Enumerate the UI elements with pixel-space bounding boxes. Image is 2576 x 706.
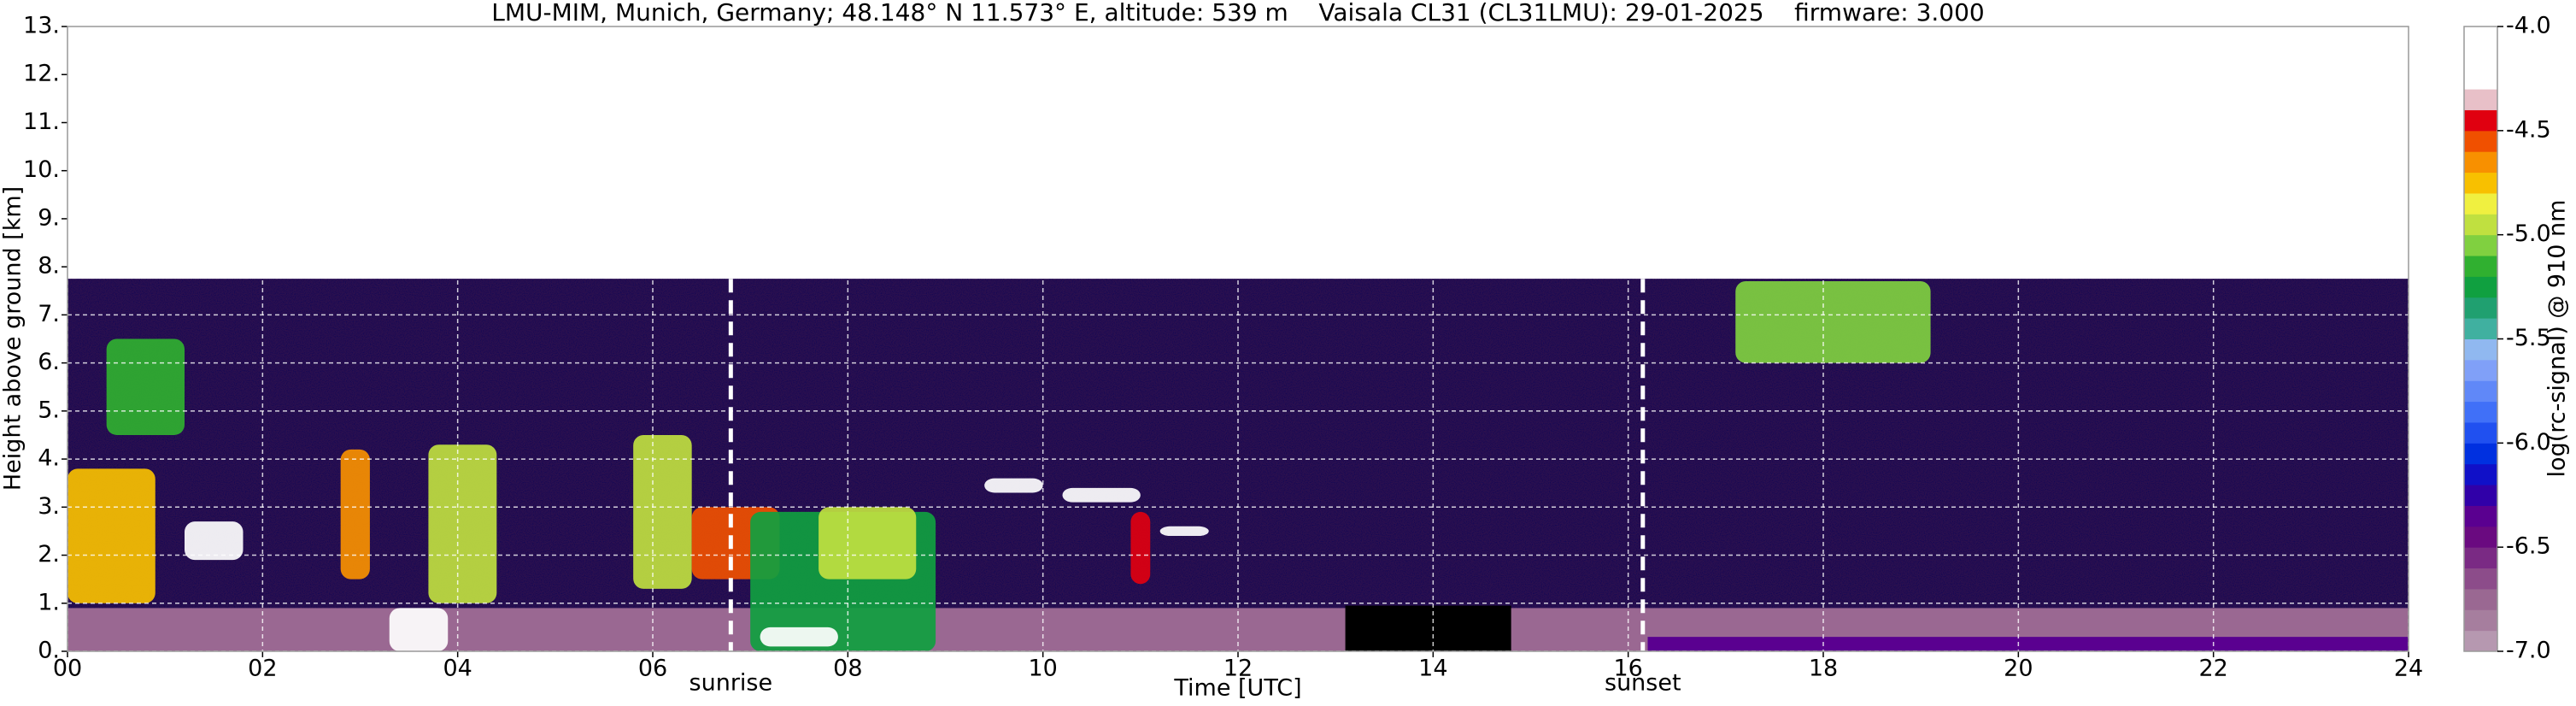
x-tick-label: 06 (638, 656, 667, 682)
x-tick-label: 20 (2004, 656, 2033, 682)
cloud-feature (185, 521, 244, 561)
colorbar-tick-label: -6.0 (2506, 429, 2551, 456)
cloud-feature (633, 434, 692, 589)
x-tick-label: 18 (1809, 656, 1838, 682)
cloud-feature (1735, 281, 1931, 363)
x-tick-label: 12 (1223, 656, 1253, 682)
x-tick-label: 10 (1028, 656, 1057, 682)
plot-frame (67, 26, 2409, 652)
colorbar-band (2464, 380, 2497, 403)
colorbar-tick-label: -5.0 (2506, 221, 2551, 247)
colorbar-band (2464, 297, 2497, 319)
event-label: sunset (1605, 670, 1681, 697)
colorbar-band (2464, 568, 2497, 590)
colorbar-band (2464, 192, 2497, 215)
cloud-feature (106, 338, 185, 435)
colorbar-band (2464, 256, 2497, 277)
colorbar-band (2464, 401, 2497, 423)
cloud-feature (389, 608, 449, 651)
colorbar-band (2464, 359, 2497, 381)
y-axis-label: Height above ground [km] (0, 186, 26, 491)
y-tick-label: 7. (38, 301, 60, 327)
colorbar-band (2464, 485, 2497, 506)
x-tick-label: 22 (2198, 656, 2227, 682)
colorbar-band (2464, 234, 2497, 256)
y-tick-label: 6. (38, 349, 60, 375)
y-tick-label: 9. (38, 204, 60, 231)
colorbar-label: log(rc-signal) @ 910 nm (2544, 200, 2571, 478)
colorbar-band (2464, 276, 2497, 298)
event-label: sunrise (689, 670, 773, 697)
x-tick-label: 14 (1418, 656, 1447, 682)
colorbar-band (2464, 109, 2497, 132)
colorbar-tick-label: -4.0 (2506, 13, 2551, 39)
colorbar-band (2464, 68, 2497, 90)
colorbar-band (2464, 89, 2497, 110)
colorbar-band (2464, 26, 2497, 48)
colorbar-tick-label: -7.0 (2506, 638, 2551, 664)
cloud-feature (1159, 526, 1209, 537)
chart-title: LMU-MIM, Munich, Germany; 48.148° N 11.5… (491, 0, 1985, 26)
colorbar-band (2464, 151, 2497, 174)
cloud-feature (760, 627, 838, 647)
cloud-feature (819, 507, 917, 580)
x-tick-label: 00 (53, 656, 82, 682)
y-tick-label: 3. (38, 493, 60, 520)
cloud-feature (984, 478, 1043, 493)
x-tick-label: 24 (2394, 656, 2423, 682)
colorbar-band (2464, 526, 2497, 548)
y-tick-label: 0. (38, 638, 60, 664)
no-data (1345, 605, 1511, 651)
colorbar-band (2464, 443, 2497, 465)
x-tick-label: 04 (443, 656, 472, 682)
colorbar-band (2464, 609, 2497, 632)
colorbar-band (2464, 130, 2497, 152)
colorbar-band (2464, 338, 2497, 361)
y-tick-label: 10. (23, 156, 60, 183)
x-tick-label: 16 (1613, 656, 1642, 682)
y-tick-label: 11. (23, 109, 60, 135)
colorbar-tick-label: -5.5 (2506, 325, 2551, 351)
y-tick-label: 1. (38, 589, 60, 615)
cloud-feature (67, 468, 155, 603)
colorbar-band (2464, 47, 2497, 69)
y-tick-label: 5. (38, 397, 60, 423)
colorbar-band (2464, 547, 2497, 569)
x-tick-label: 02 (248, 656, 277, 682)
y-tick-label: 12. (23, 61, 60, 87)
colorbar-tick-label: -4.5 (2506, 116, 2551, 143)
x-tick-label: 08 (833, 656, 862, 682)
colorbar-band (2464, 421, 2497, 444)
y-tick-label: 8. (38, 253, 60, 279)
cloud-feature (1130, 511, 1151, 585)
cloud-feature (340, 449, 370, 580)
colorbar-band (2464, 505, 2497, 527)
colorbar-band (2464, 588, 2497, 610)
colorbar-band (2464, 318, 2497, 339)
y-tick-label: 4. (38, 445, 60, 472)
x-axis-label: Time [UTC] (1173, 675, 1301, 702)
colorbar-band (2464, 463, 2497, 485)
y-tick-label: 13. (23, 13, 60, 39)
colorbar-tick-label: -6.5 (2506, 533, 2551, 560)
colorbar-band (2464, 630, 2497, 652)
colorbar-band (2464, 172, 2497, 194)
cloud-feature (428, 444, 497, 603)
y-tick-label: 2. (38, 541, 60, 568)
colorbar-band (2464, 214, 2497, 236)
signal-layer (1647, 637, 2409, 651)
cloud-feature (1062, 487, 1141, 503)
